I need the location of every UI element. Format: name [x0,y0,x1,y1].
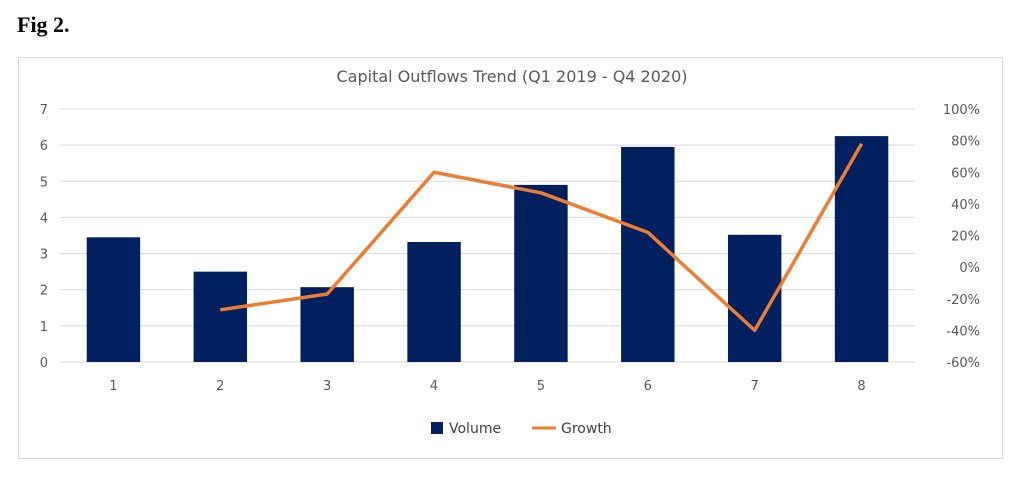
x-tick-label: 3 [323,379,331,394]
left-tick-label: 1 [40,320,48,335]
figure-label: Fig 2. [17,12,70,37]
bars [86,136,889,362]
x-tick-label: 4 [430,379,438,394]
left-axis-ticks: 0 1 2 3 4 5 6 7 [40,103,48,371]
right-tick-label: 60% [951,166,980,181]
right-tick-label: 20% [951,230,980,245]
volume-bar [193,271,248,362]
left-tick-label: 0 [40,356,48,371]
x-tick-label: 5 [537,379,545,394]
growth-series-line [220,142,864,333]
x-tick-label: 1 [109,379,117,394]
right-tick-label: 0% [959,261,980,276]
right-axis-ticks: -60% -40% -20% 0% 20% 40% 60% 80% 100% [943,103,980,371]
left-tick-label: 4 [40,211,48,226]
legend-volume-label: Volume [449,421,501,437]
right-tick-label: 100% [943,103,980,118]
x-axis-ticks: 1 2 3 4 5 6 7 8 [109,379,865,394]
legend-volume-swatch [431,422,443,434]
left-tick-label: 6 [40,139,48,154]
left-tick-label: 7 [40,103,48,118]
x-tick-label: 6 [644,379,652,394]
right-tick-label: -40% [946,324,980,339]
left-tick-label: 5 [40,175,48,190]
chart-title: Capital Outflows Trend (Q1 2019 - Q4 202… [336,67,687,86]
x-tick-label: 8 [857,379,865,394]
left-tick-label: 2 [40,284,48,299]
volume-bar [514,184,568,362]
x-tick-label: 7 [751,379,759,394]
legend: Volume Growth [431,421,612,437]
volume-bar [300,287,354,362]
growth-line [220,142,864,333]
volume-bar [86,237,141,362]
left-tick-label: 3 [40,248,48,263]
volume-bar [621,146,675,362]
right-tick-label: -60% [946,356,980,371]
legend-growth-label: Growth [561,421,612,437]
chart-frame [18,57,1003,459]
x-tick-label: 2 [216,379,224,394]
right-tick-label: 40% [951,198,980,213]
right-tick-label: -20% [946,293,980,308]
volume-bar [407,242,461,362]
right-tick-label: 80% [951,135,980,150]
